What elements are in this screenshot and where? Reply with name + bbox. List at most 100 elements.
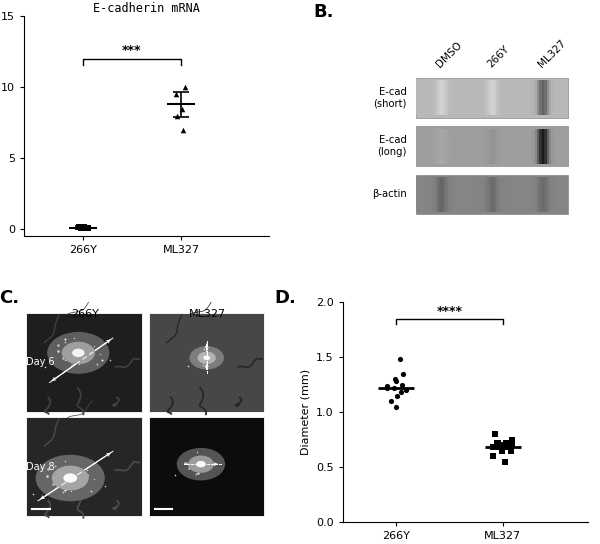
Point bbox=[490, 430, 500, 438]
Bar bbox=[518, 80, 520, 115]
Bar bbox=[462, 177, 464, 212]
Bar bbox=[438, 80, 440, 115]
Point bbox=[499, 441, 508, 449]
Point bbox=[401, 386, 411, 394]
Point bbox=[499, 443, 509, 452]
Bar bbox=[472, 80, 474, 115]
Point bbox=[391, 403, 401, 411]
Bar bbox=[467, 177, 469, 212]
Point bbox=[392, 392, 402, 400]
Bar bbox=[551, 128, 554, 164]
Point bbox=[488, 452, 497, 461]
Bar bbox=[440, 177, 443, 212]
Point bbox=[492, 438, 502, 447]
Bar bbox=[491, 177, 494, 212]
Bar bbox=[452, 80, 455, 115]
Bar bbox=[448, 80, 450, 115]
Bar bbox=[508, 80, 511, 115]
Bar bbox=[532, 128, 535, 164]
Ellipse shape bbox=[197, 351, 216, 364]
Point bbox=[382, 384, 392, 392]
Bar bbox=[501, 177, 503, 212]
Bar bbox=[563, 80, 566, 115]
Bar bbox=[537, 128, 539, 164]
Ellipse shape bbox=[188, 455, 214, 473]
Bar bbox=[559, 80, 561, 115]
Bar bbox=[476, 177, 479, 212]
Point bbox=[502, 438, 511, 447]
Bar bbox=[472, 177, 474, 212]
Bar bbox=[448, 177, 450, 212]
Bar bbox=[457, 80, 460, 115]
Bar bbox=[424, 128, 426, 164]
Bar bbox=[513, 80, 515, 115]
Bar bbox=[525, 177, 527, 212]
Bar bbox=[525, 80, 527, 115]
Bar bbox=[476, 80, 479, 115]
Text: Day 8: Day 8 bbox=[26, 462, 55, 472]
Bar bbox=[547, 128, 549, 164]
Point bbox=[508, 441, 517, 449]
Bar bbox=[539, 128, 542, 164]
Bar bbox=[416, 175, 568, 214]
Bar bbox=[440, 128, 443, 164]
Bar bbox=[445, 177, 448, 212]
Bar bbox=[563, 128, 566, 164]
Bar bbox=[433, 177, 436, 212]
Bar bbox=[549, 80, 551, 115]
Bar bbox=[433, 80, 436, 115]
Bar bbox=[506, 128, 508, 164]
Bar bbox=[559, 128, 561, 164]
Text: 266Y: 266Y bbox=[485, 44, 511, 69]
Bar bbox=[499, 80, 501, 115]
Bar bbox=[511, 128, 513, 164]
Bar bbox=[419, 177, 421, 212]
Bar bbox=[476, 128, 479, 164]
Bar bbox=[455, 80, 457, 115]
Bar bbox=[479, 80, 481, 115]
Bar bbox=[426, 177, 428, 212]
Bar bbox=[489, 80, 491, 115]
Bar bbox=[436, 177, 438, 212]
Point bbox=[395, 355, 405, 364]
Bar bbox=[450, 80, 452, 115]
Bar bbox=[431, 128, 433, 164]
Bar bbox=[499, 128, 501, 164]
Text: ML327: ML327 bbox=[536, 38, 568, 69]
Bar bbox=[547, 80, 549, 115]
Ellipse shape bbox=[64, 473, 77, 483]
Bar bbox=[491, 80, 494, 115]
Bar bbox=[523, 128, 525, 164]
Point bbox=[386, 397, 396, 406]
Bar bbox=[520, 128, 523, 164]
Bar bbox=[556, 177, 559, 212]
Bar bbox=[416, 128, 419, 164]
Bar bbox=[421, 128, 424, 164]
Ellipse shape bbox=[35, 455, 105, 501]
Bar bbox=[467, 80, 469, 115]
Bar bbox=[472, 128, 474, 164]
Point bbox=[172, 112, 182, 120]
Bar bbox=[511, 177, 513, 212]
Ellipse shape bbox=[190, 346, 224, 369]
Bar bbox=[499, 177, 501, 212]
Bar bbox=[556, 128, 559, 164]
Point bbox=[81, 224, 91, 232]
Bar bbox=[537, 177, 539, 212]
Bar bbox=[460, 80, 462, 115]
Bar bbox=[445, 128, 448, 164]
Point bbox=[181, 83, 190, 91]
Bar bbox=[416, 78, 568, 118]
Text: β-actin: β-actin bbox=[372, 189, 407, 200]
Bar bbox=[445, 80, 448, 115]
Text: ML327: ML327 bbox=[190, 309, 226, 319]
Bar bbox=[436, 80, 438, 115]
Bar bbox=[487, 128, 489, 164]
Bar bbox=[426, 128, 428, 164]
Point bbox=[382, 381, 392, 390]
Bar bbox=[544, 128, 547, 164]
Text: E-cad
(short): E-cad (short) bbox=[373, 87, 407, 108]
Bar bbox=[436, 128, 438, 164]
Text: ****: **** bbox=[436, 305, 463, 318]
Bar bbox=[457, 177, 460, 212]
